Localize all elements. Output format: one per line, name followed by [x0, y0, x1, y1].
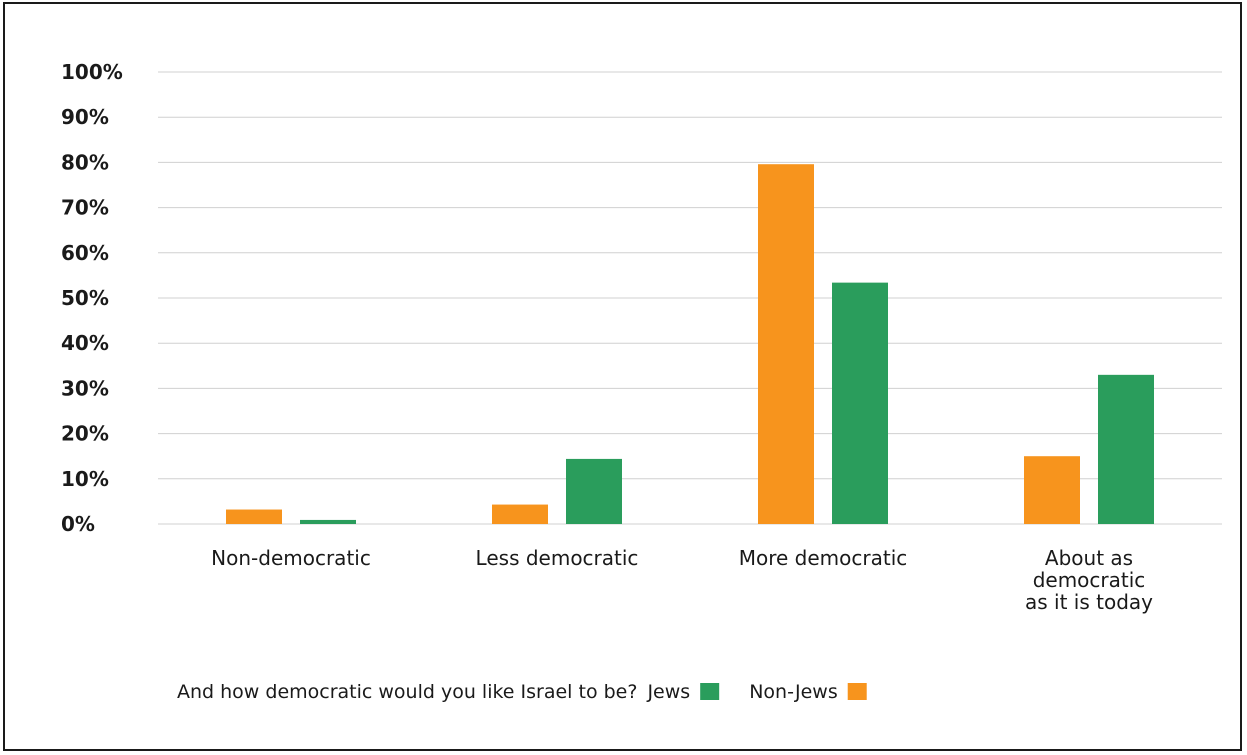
bar-jews-3: [832, 282, 888, 524]
y-tick-label: 10%: [61, 467, 109, 491]
y-tick-label: 0%: [61, 512, 95, 536]
bar-non-jews-3: [758, 164, 814, 524]
legend-label-non-jews: Non-Jews: [749, 681, 838, 703]
y-tick-label: 90%: [61, 105, 109, 129]
y-tick-label: 20%: [61, 422, 109, 446]
x-tick-label: Non-democratic: [211, 546, 371, 570]
legend-swatch-jews: [700, 683, 720, 700]
bar-jews-1: [300, 519, 356, 524]
legend-label-jews: Jews: [646, 681, 690, 703]
y-tick-label: 100%: [61, 60, 123, 84]
legend-prefix: And how democratic would you like Israel…: [177, 681, 637, 703]
y-axis-tick-labels: 0% 10% 20% 30% 40% 50% 60% 70% 80% 90% 100%: [61, 60, 123, 536]
y-tick-label: 30%: [61, 376, 109, 400]
x-tick-label: About as democratic as it is today: [1025, 546, 1153, 614]
bars: [226, 164, 1154, 524]
bar-non-jews-1: [226, 509, 282, 524]
grid-layer: [158, 71, 1222, 525]
x-axis-tick-labels: Non-democratic Less democratic More democr…: [211, 546, 1153, 614]
y-tick-label: 60%: [61, 241, 109, 265]
bar-jews-4: [1098, 374, 1154, 524]
x-tick-label: More democratic: [739, 546, 908, 570]
bar-non-jews-4: [1024, 456, 1080, 524]
legend: And how democratic would you like Israel…: [177, 681, 867, 703]
bar-chart: 0% 10% 20% 30% 40% 50% 60% 70% 80% 90% 100% Non-de…: [61, 60, 1222, 703]
y-tick-label: 50%: [61, 286, 109, 310]
y-tick-label: 80%: [61, 150, 109, 174]
y-tick-label: 70%: [61, 196, 109, 220]
y-tick-label: 40%: [61, 331, 109, 355]
bar-non-jews-2: [492, 504, 548, 524]
bar-jews-2: [566, 458, 622, 524]
legend-swatch-non-jews: [847, 683, 867, 700]
x-tick-label: Less democratic: [476, 546, 639, 570]
chart-frame: 0% 10% 20% 30% 40% 50% 60% 70% 80% 90% 100% Non-de…: [3, 2, 1242, 751]
